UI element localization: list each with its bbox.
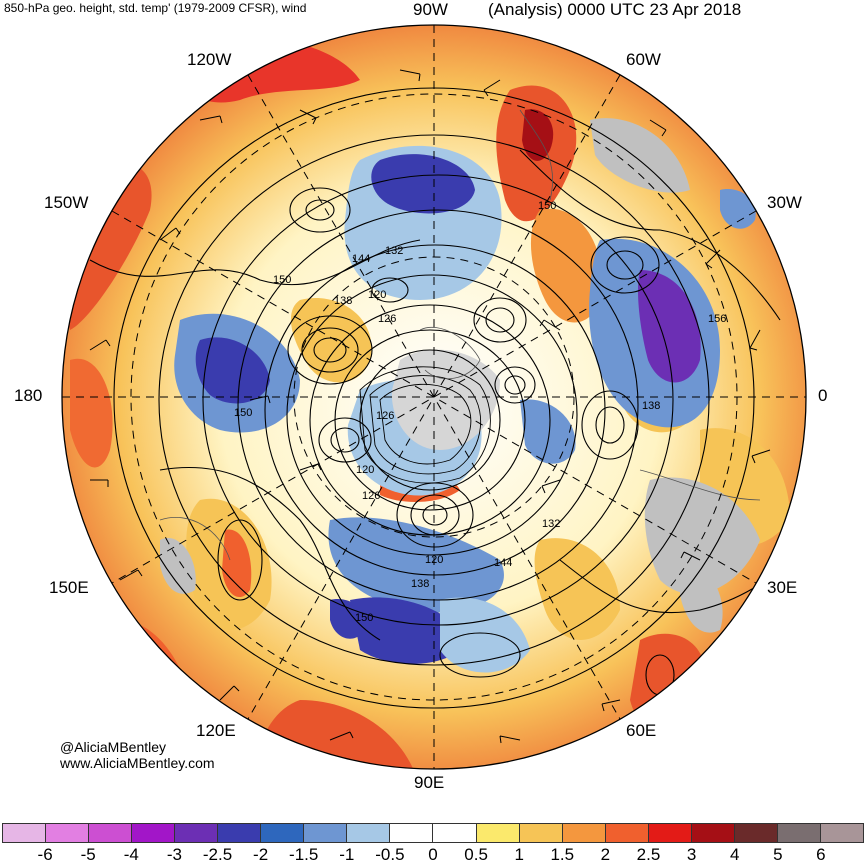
colorbar-tick: 2 <box>600 845 611 864</box>
credit-website: www.AliciaMBentley.com <box>60 755 215 771</box>
contour-label: 138 <box>334 295 352 307</box>
colorbar-tick: 3 <box>686 845 697 864</box>
colorbar-tick: 4 <box>729 845 740 864</box>
longitude-label: 120E <box>196 721 236 740</box>
cold-anomalies <box>174 145 756 673</box>
colorbar-swatch <box>734 824 778 842</box>
longitude-label: 180 <box>14 386 43 405</box>
contour-label: 132 <box>385 245 403 257</box>
colorbar-tick: -4 <box>123 845 139 864</box>
contour-label: 132 <box>542 518 560 530</box>
colorbar-tick: -5 <box>80 845 96 864</box>
credit-handle: @AliciaMBentley <box>60 739 167 755</box>
contour-label: 150 <box>273 274 291 286</box>
figure-title: 850-hPa geo. height, std. temp' (1979-20… <box>4 1 307 15</box>
longitude-label: 30E <box>767 578 798 597</box>
colorbar-swatch <box>519 824 563 842</box>
map-disc <box>62 25 806 769</box>
contour-label: 126 <box>378 313 396 325</box>
colorbar-tick: -2 <box>253 845 269 864</box>
colorbar-swatch <box>347 824 391 842</box>
contour-value-labels: 144 132 120 126 138 150 150 156 138 126 … <box>234 200 726 624</box>
map-boundary <box>61 24 807 770</box>
colorbar-tick: -2.5 <box>202 845 233 864</box>
colorbar-tick: -6 <box>37 845 53 864</box>
coastlines <box>159 109 761 561</box>
colorbar-tick: -3 <box>166 845 182 864</box>
contour-label: 138 <box>411 578 429 590</box>
colorbar-swatch <box>218 824 262 842</box>
colorbar-tick: -1.5 <box>289 845 319 864</box>
colorbar-swatch <box>390 824 434 842</box>
analysis-time-title: (Analysis) 0000 UTC 23 Apr 2018 <box>488 0 742 19</box>
contour-label: 156 <box>708 313 726 325</box>
colorbar-swatch <box>3 824 47 842</box>
colorbar-swatch <box>261 824 305 842</box>
colorbar-tick: -0.5 <box>375 845 405 864</box>
contour-label: 144 <box>494 557 512 569</box>
contour-label: 126 <box>376 410 394 422</box>
colorbar-swatch <box>820 824 863 842</box>
graticule <box>62 25 806 769</box>
colorbar-swatch <box>691 824 735 842</box>
colorbar-tick: 0 <box>428 845 438 864</box>
colorbar-tick: 1 <box>514 845 524 864</box>
colorbar-tick: 6 <box>816 845 826 864</box>
contour-label: 126 <box>362 490 380 502</box>
longitude-label: 30W <box>767 193 802 212</box>
colorbar-swatch <box>46 824 90 842</box>
top-longitude-label: 90W <box>413 0 448 19</box>
colorbar-swatch <box>777 824 821 842</box>
colorbar-tick: 0.5 <box>464 845 488 864</box>
colorbar-swatch <box>175 824 219 842</box>
contour-label: 120 <box>368 289 386 301</box>
height-contours <box>89 87 791 709</box>
central-low-contours <box>359 366 491 484</box>
colorbar-swatch <box>89 824 133 842</box>
colorbar-swatch <box>562 824 606 842</box>
contour-label: 120 <box>425 554 443 566</box>
wind-barbs <box>89 69 771 744</box>
colorbar-swatch <box>476 824 520 842</box>
colorbar-swatch <box>605 824 649 842</box>
longitude-label: 60W <box>626 50 661 69</box>
colorbar-tick: 5 <box>773 845 783 864</box>
contour-label: 150 <box>538 200 556 212</box>
longitude-label: 150W <box>44 193 89 212</box>
longitude-label: 150E <box>49 578 89 597</box>
contour-label: 150 <box>234 407 252 419</box>
contour-label: 138 <box>642 400 660 412</box>
contour-label: 144 <box>352 253 370 265</box>
contour-label: 120 <box>356 464 374 476</box>
colorbar-swatch <box>132 824 176 842</box>
longitude-label: 120W <box>187 50 232 69</box>
colorbar-swatch <box>433 824 477 842</box>
colorbar-tick: -1 <box>339 845 355 864</box>
colorbar <box>2 823 864 843</box>
colorbar-tick: 2.5 <box>636 845 661 864</box>
longitude-label: 0 <box>818 386 828 405</box>
colorbar-swatch <box>648 824 692 842</box>
colorbar-swatch <box>304 824 348 842</box>
colorbar-tick: 1.5 <box>550 845 575 864</box>
longitude-label: 90E <box>414 773 445 792</box>
contour-label: 150 <box>355 612 373 624</box>
longitude-label: 60E <box>626 721 657 740</box>
